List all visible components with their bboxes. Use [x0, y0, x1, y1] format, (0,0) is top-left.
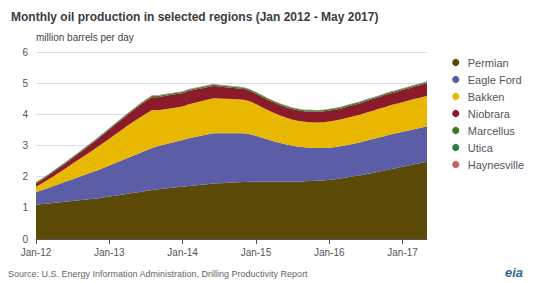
svg-text:eia: eia: [505, 265, 523, 280]
svg-text:Jan-16: Jan-16: [314, 247, 345, 258]
svg-text:Jan-15: Jan-15: [241, 247, 272, 258]
svg-text:Monthly oil production in sele: Monthly oil production in selected regio…: [11, 10, 378, 24]
svg-text:0: 0: [22, 234, 28, 245]
svg-text:Bakken: Bakken: [468, 91, 505, 103]
svg-text:million barrels per day: million barrels per day: [36, 32, 134, 43]
svg-text:5: 5: [22, 78, 28, 89]
svg-text:Permian: Permian: [468, 57, 509, 69]
svg-text:Eagle Ford: Eagle Ford: [468, 74, 522, 86]
svg-text:3: 3: [22, 140, 28, 151]
svg-text:Niobrara: Niobrara: [468, 108, 511, 120]
svg-text:Jan-12: Jan-12: [21, 247, 52, 258]
svg-text:1: 1: [22, 202, 28, 213]
svg-text:Haynesville: Haynesville: [468, 159, 524, 171]
svg-text:Jan-13: Jan-13: [94, 247, 125, 258]
svg-text:Marcellus: Marcellus: [468, 125, 516, 137]
svg-text:Source: U.S. Energy Informatio: Source: U.S. Energy Information Administ…: [8, 269, 308, 279]
svg-text:Jan-17: Jan-17: [387, 247, 418, 258]
svg-text:2: 2: [22, 171, 28, 182]
svg-text:6: 6: [22, 47, 28, 58]
svg-text:Utica: Utica: [468, 142, 494, 154]
svg-text:4: 4: [22, 109, 28, 120]
svg-text:Jan-14: Jan-14: [167, 247, 198, 258]
